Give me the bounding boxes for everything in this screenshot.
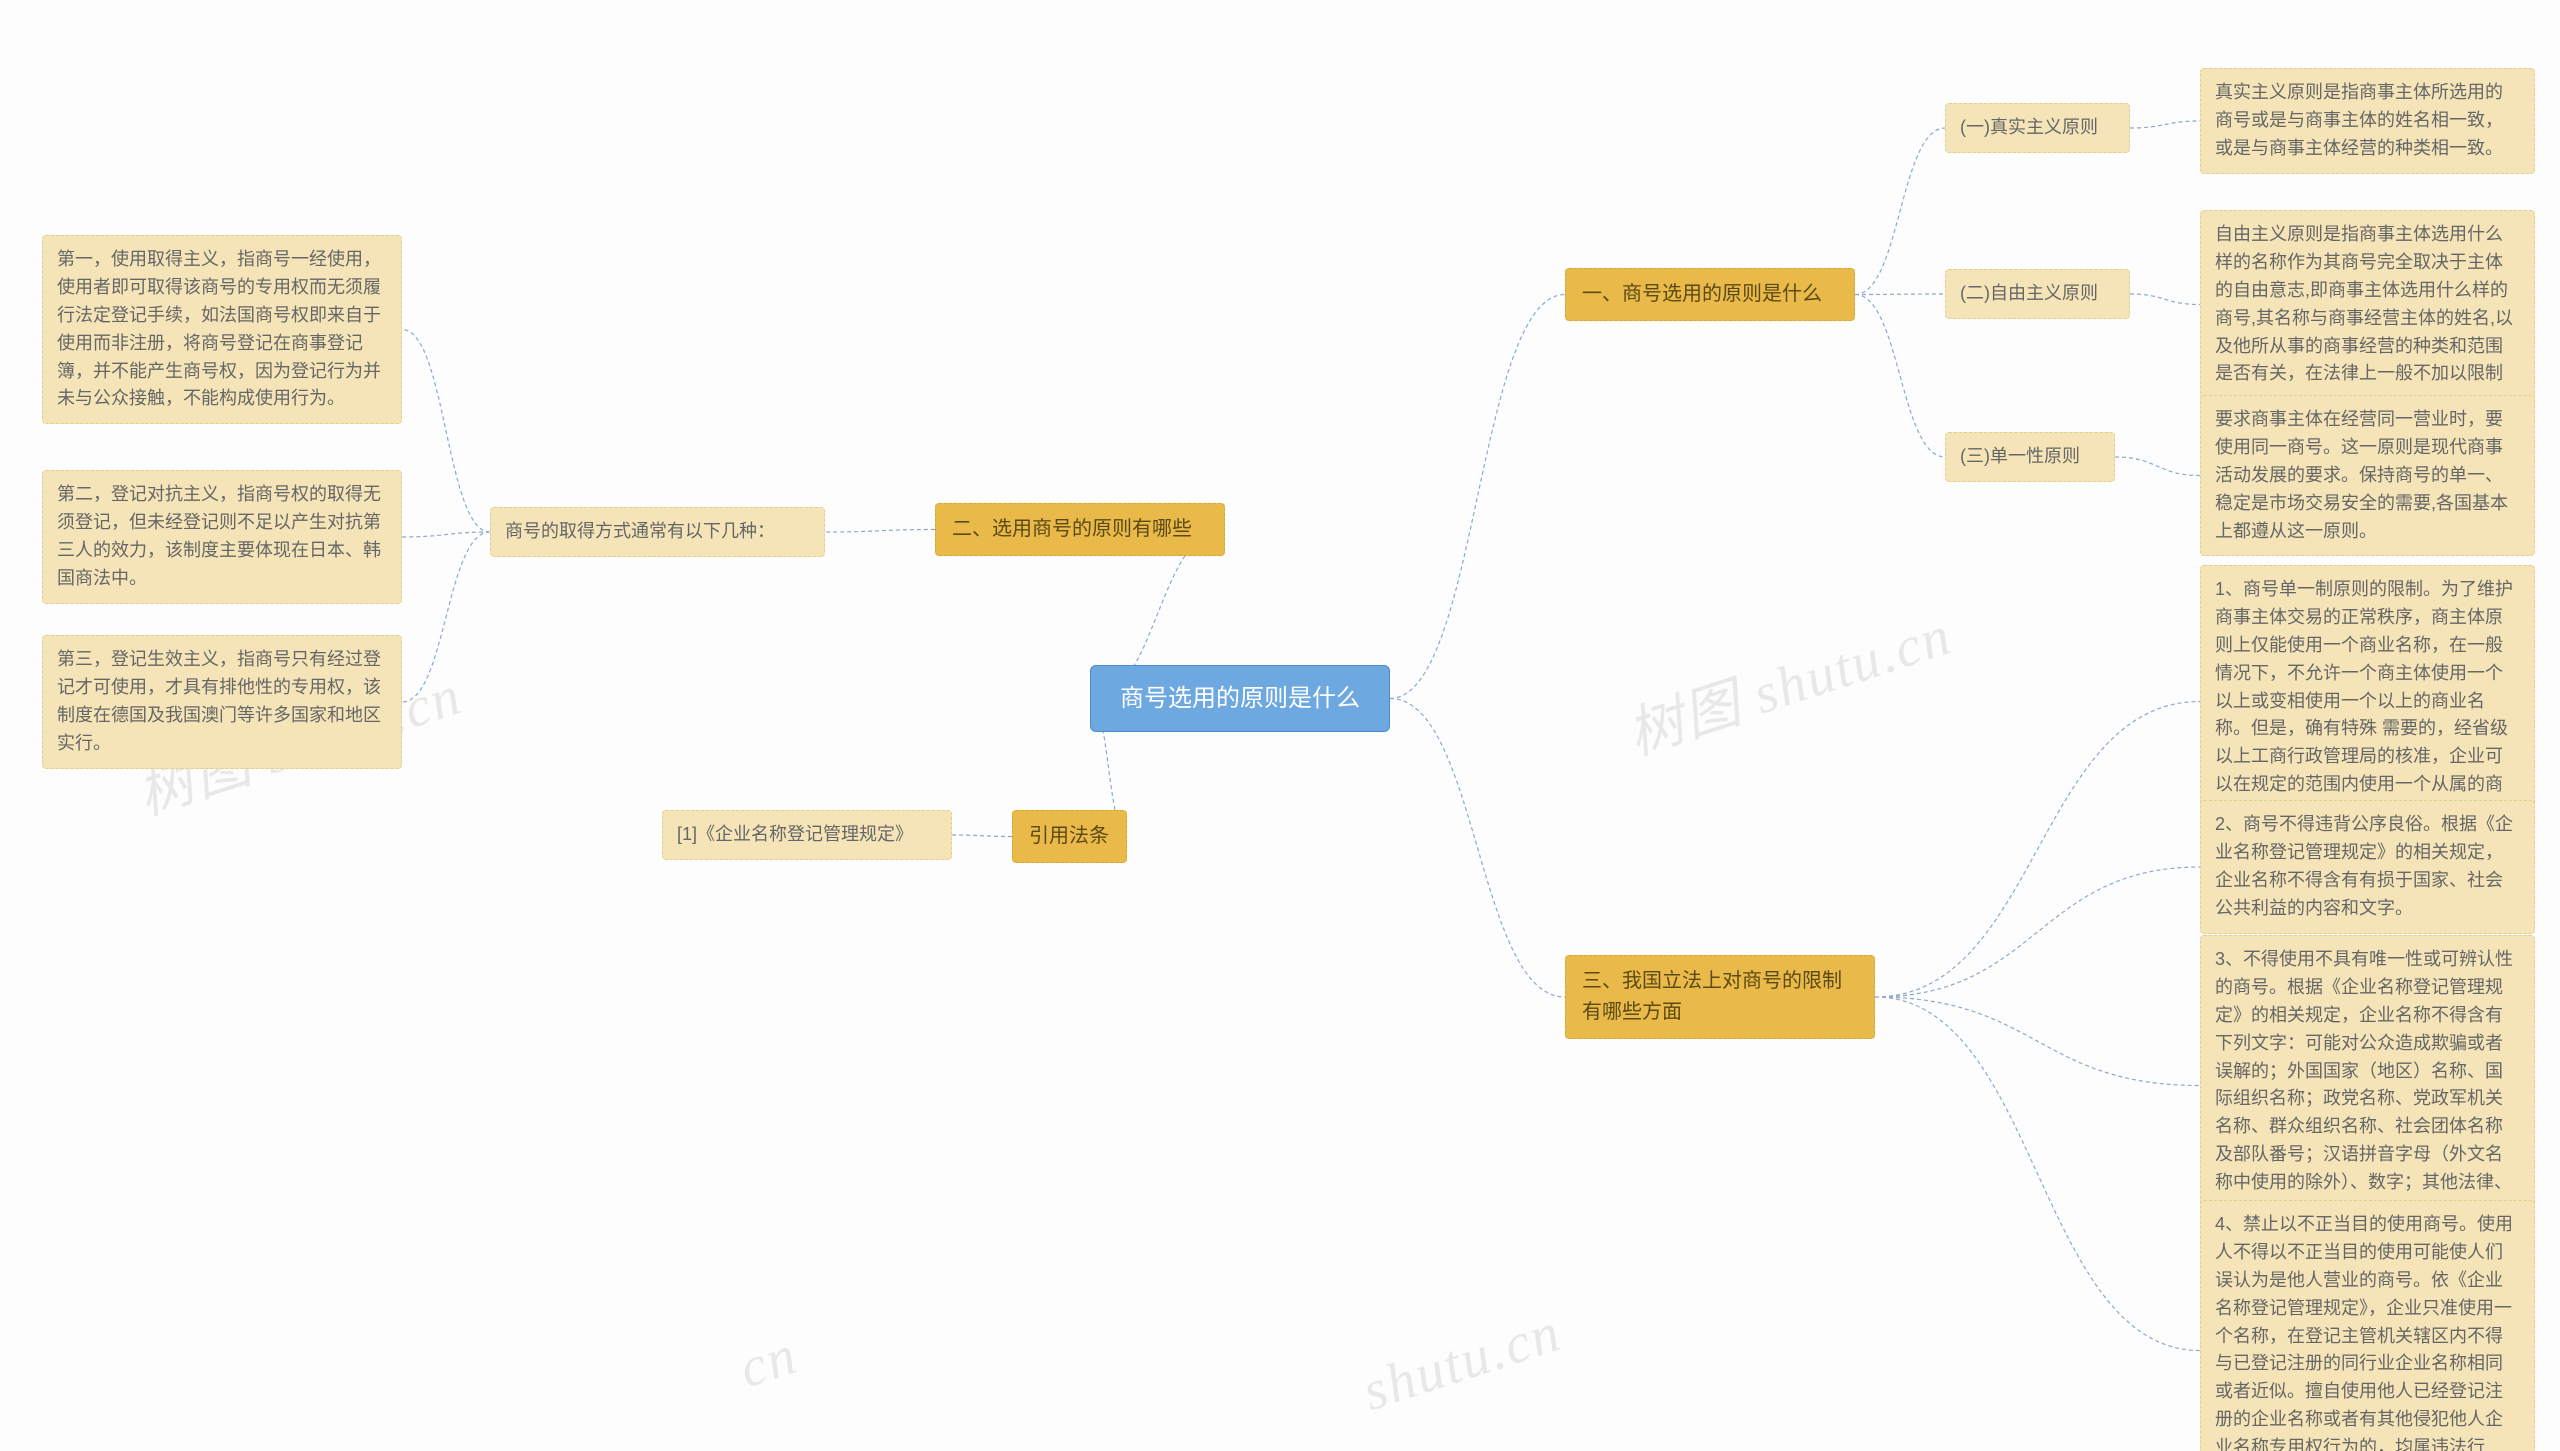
node-l1a2[interactable]: 第二，登记对抗主义，指商号权的取得无须登记，但未经登记则不足以产生对抗第三人的效… bbox=[42, 470, 402, 604]
node-r1b[interactable]: (二)自由主义原则 bbox=[1945, 269, 2130, 319]
watermark: 树图 shutu.cn bbox=[1616, 590, 1961, 771]
watermark: shutu.cn bbox=[1355, 1300, 1569, 1424]
watermark: cn bbox=[732, 1323, 806, 1401]
branch-r1[interactable]: 一、商号选用的原则是什么 bbox=[1565, 268, 1855, 321]
node-l2a[interactable]: [1]《企业名称登记管理规定》 bbox=[662, 810, 952, 860]
node-l1a3[interactable]: 第三，登记生效主义，指商号只有经过登记才可使用，才具有排他性的专用权，该制度在德… bbox=[42, 635, 402, 769]
mindmap-canvas: 树图 shutu.cn 树图 shutu.cn shutu.cn cn 商号选用… bbox=[0, 0, 2560, 1451]
node-r1c[interactable]: (三)单一性原则 bbox=[1945, 432, 2115, 482]
node-r1a1[interactable]: 真实主义原则是指商事主体所选用的商号或是与商事主体的姓名相一致，或是与商事主体经… bbox=[2200, 68, 2535, 174]
node-r1c1[interactable]: 要求商事主体在经营同一营业时，要使用同一商号。这一原则是现代商事活动发展的要求。… bbox=[2200, 395, 2535, 556]
node-r2a[interactable]: 1、商号单一制原则的限制。为了维护商事主体交易的正常秩序，商主体原则上仅能使用一… bbox=[2200, 565, 2535, 838]
branch-l2[interactable]: 引用法条 bbox=[1012, 810, 1127, 863]
central-topic[interactable]: 商号选用的原则是什么 bbox=[1090, 665, 1390, 732]
node-r1b1[interactable]: 自由主义原则是指商事主体选用什么样的名称作为其商号完全取决于主体的自由意志,即商… bbox=[2200, 210, 2535, 399]
node-r1a[interactable]: (一)真实主义原则 bbox=[1945, 103, 2130, 153]
node-r2d[interactable]: 4、禁止以不正当目的使用商号。使用人不得以不正当目的使用可能使人们误认为是他人营… bbox=[2200, 1200, 2535, 1451]
node-r2c[interactable]: 3、不得使用不具有唯一性或可辨认性的商号。根据《企业名称登记管理规定》的相关规定… bbox=[2200, 935, 2535, 1236]
node-l1a[interactable]: 商号的取得方式通常有以下几种： bbox=[490, 507, 825, 557]
node-r2b[interactable]: 2、商号不得违背公序良俗。根据《企业名称登记管理规定》的相关规定，企业名称不得含… bbox=[2200, 800, 2535, 934]
branch-l1[interactable]: 二、选用商号的原则有哪些 bbox=[935, 503, 1225, 556]
branch-r2[interactable]: 三、我国立法上对商号的限制有哪些方面 bbox=[1565, 955, 1875, 1039]
node-l1a1[interactable]: 第一，使用取得主义，指商号一经使用，使用者即可取得该商号的专用权而无须履行法定登… bbox=[42, 235, 402, 424]
